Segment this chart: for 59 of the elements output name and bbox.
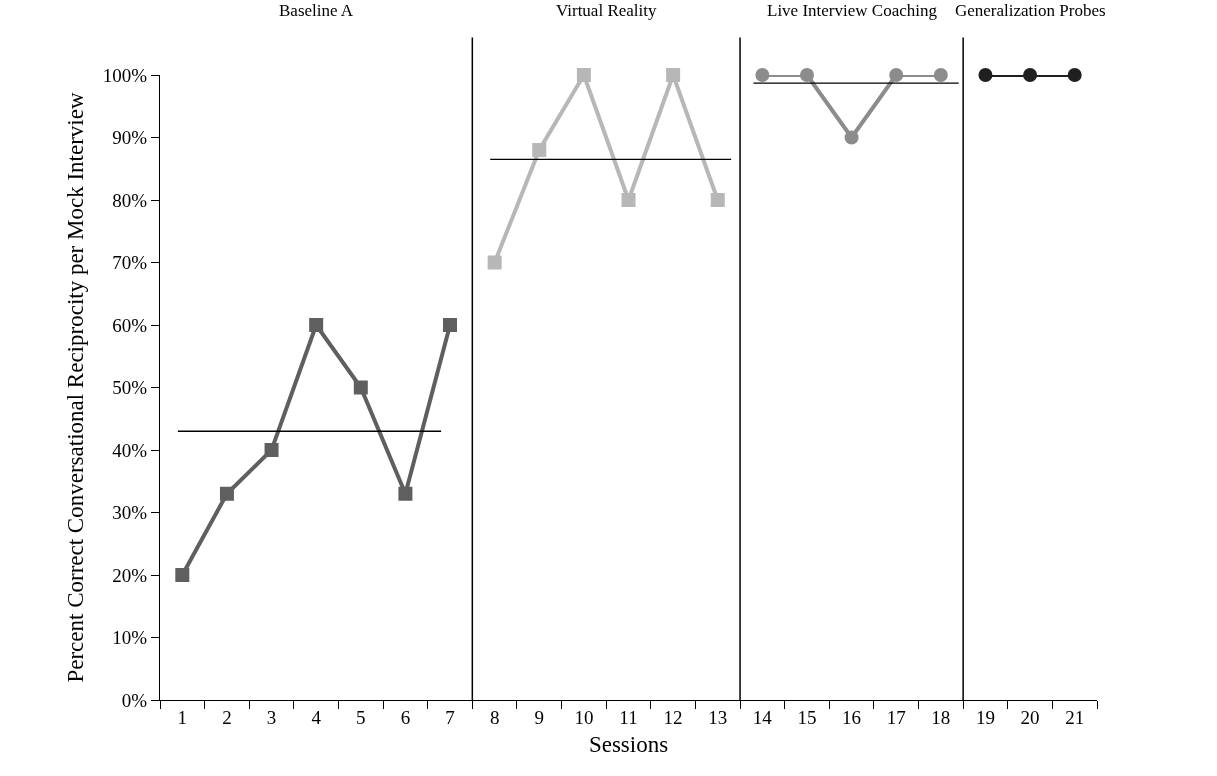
- y-tick-label: 100%: [102, 64, 148, 86]
- y-tick-label: 50%: [112, 377, 148, 399]
- y-tick-label: 60%: [112, 314, 148, 336]
- point: [175, 568, 190, 582]
- y-tick-label: 90%: [112, 127, 148, 149]
- x-tick-label: 19: [975, 706, 995, 728]
- point: [487, 255, 502, 270]
- x-tick-label: 7: [445, 706, 455, 728]
- x-tick-label: 5: [356, 706, 366, 728]
- point: [309, 318, 324, 332]
- x-tick-label: 20: [1020, 706, 1040, 728]
- y-axis-title: Percent Correct Conversational Reciprocity per Mock Interview: [63, 92, 89, 683]
- x-tick-label: 21: [1065, 706, 1085, 728]
- y-tick-label: 0%: [121, 689, 148, 711]
- point: [353, 380, 368, 395]
- y-tick-label: 80%: [112, 189, 148, 211]
- point: [889, 68, 904, 82]
- y-tick-label: 10%: [112, 627, 148, 649]
- point: [443, 318, 458, 332]
- point: [844, 130, 859, 145]
- x-tick-label: 9: [534, 706, 545, 728]
- point: [219, 486, 234, 501]
- text: Virtual Reality: [556, 1, 657, 20]
- y-tick-label: 70%: [112, 252, 148, 274]
- y-tick-label: 30%: [112, 502, 148, 524]
- x-tick-label: 12: [663, 706, 683, 728]
- point: [576, 68, 591, 82]
- point: [933, 68, 948, 82]
- x-tick-label: 1: [177, 706, 188, 728]
- x-tick-label: 2: [222, 706, 232, 728]
- x-tick-label: 18: [931, 706, 951, 728]
- y-tick-label: 40%: [112, 439, 148, 461]
- x-tick-label: 4: [311, 706, 322, 728]
- point: [1067, 68, 1082, 82]
- point: [264, 443, 279, 457]
- text: Baseline A: [279, 1, 354, 20]
- point: [621, 193, 636, 207]
- x-tick-label: 8: [489, 706, 500, 728]
- point: [755, 68, 770, 82]
- x-tick-label: 16: [842, 706, 862, 728]
- y-tick-label: 20%: [112, 564, 148, 586]
- text: Generalization Probes: [955, 1, 1106, 20]
- x-tick-label: 11: [619, 706, 638, 728]
- point: [710, 193, 725, 207]
- x-tick-label: 6: [400, 706, 411, 728]
- point: [398, 486, 413, 501]
- x-tick-label: 3: [266, 706, 277, 728]
- x-tick-label: 14: [752, 706, 773, 728]
- x-axis-title: Sessions: [588, 731, 669, 757]
- x-tick-label: 10: [574, 706, 594, 728]
- point: [978, 68, 993, 82]
- x-tick-label: 13: [708, 706, 728, 728]
- point: [666, 68, 681, 82]
- x-tick-label: 15: [797, 706, 817, 728]
- x-tick-label: 17: [886, 706, 906, 728]
- point: [799, 68, 814, 82]
- text: Live Interview Coaching: [767, 1, 938, 20]
- point: [532, 143, 547, 157]
- point: [1023, 68, 1038, 82]
